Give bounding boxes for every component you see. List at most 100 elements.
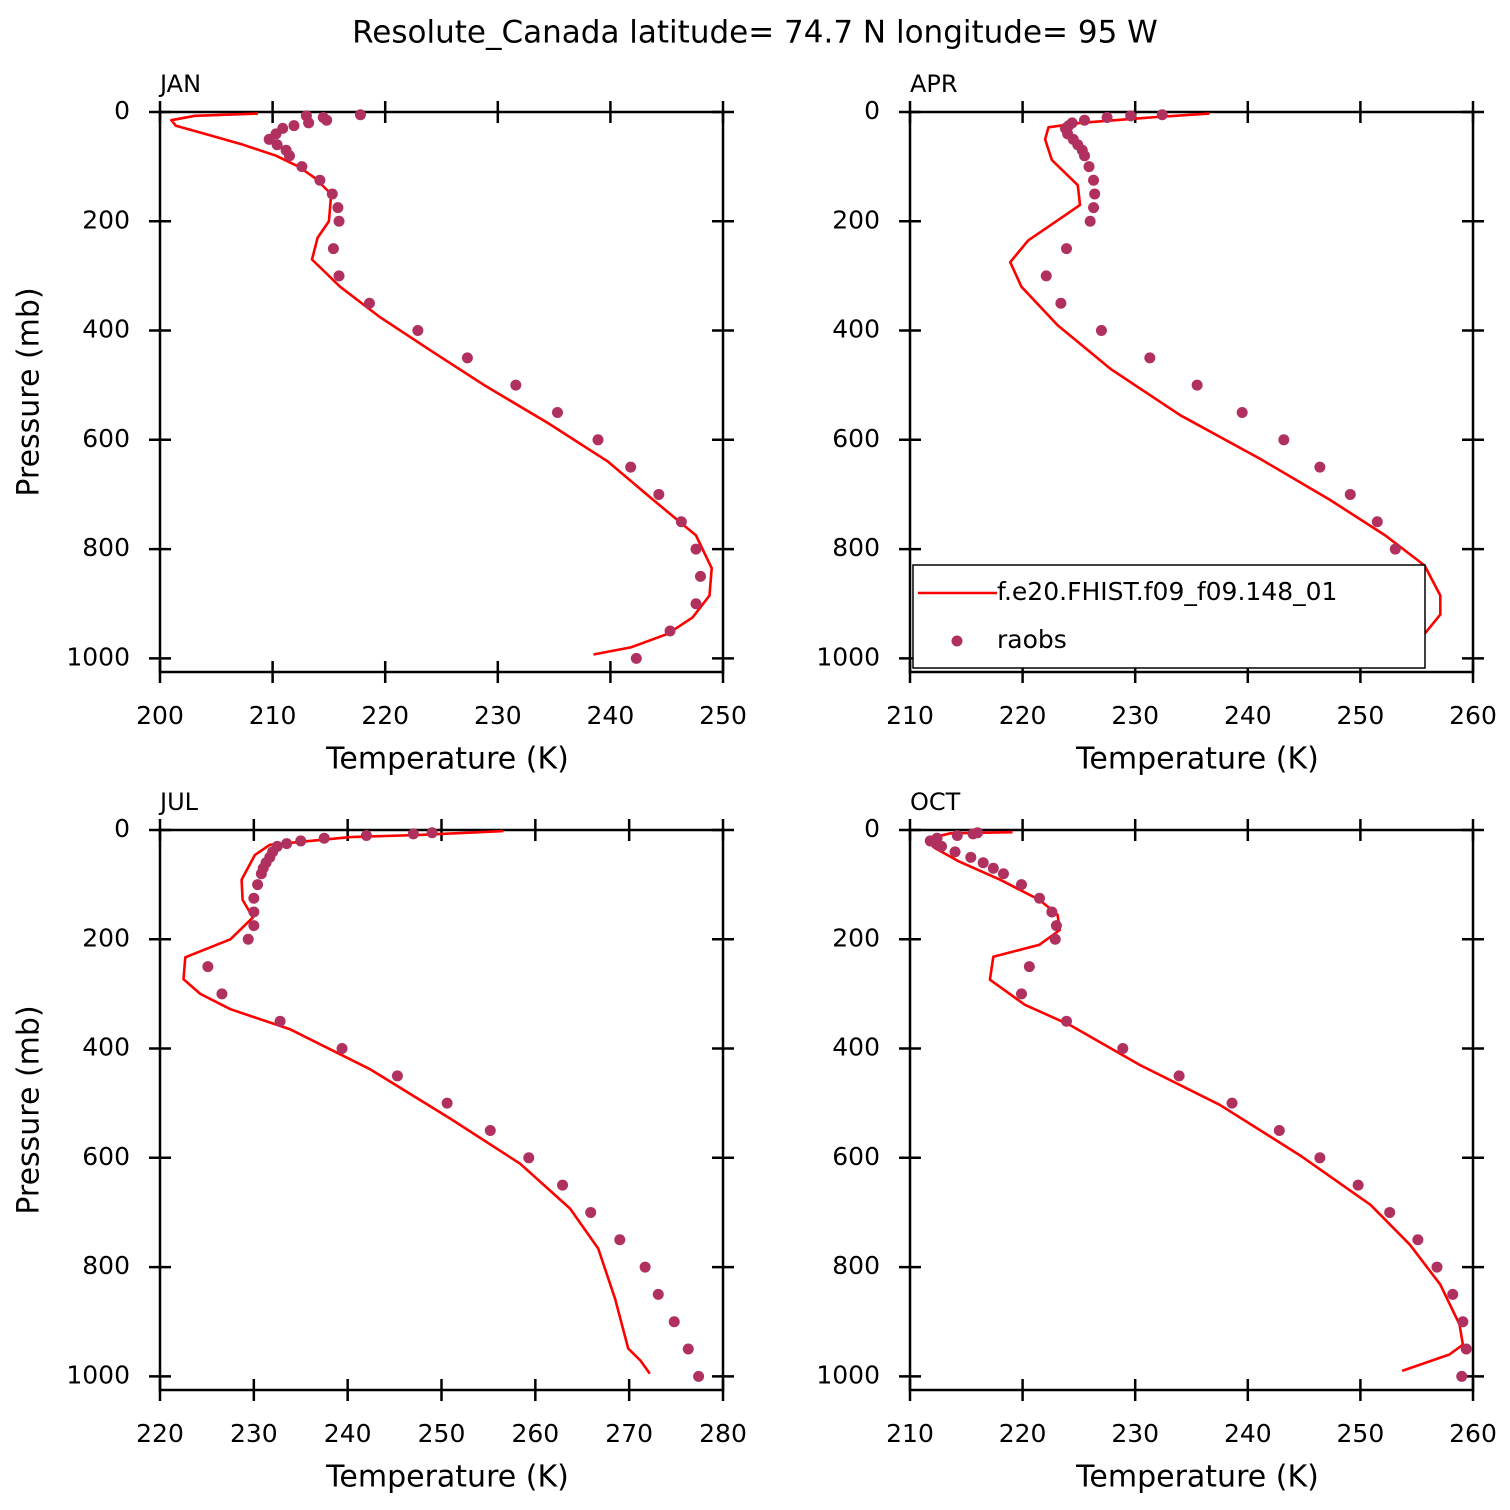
obs-point: [391, 1070, 403, 1082]
obs-point: [426, 827, 438, 839]
obs-point: [1040, 270, 1052, 282]
x-tick-label: 240: [1224, 1419, 1272, 1448]
profile-line: [170, 112, 713, 656]
obs-point: [333, 270, 345, 282]
y-tick-label: 0: [864, 96, 880, 125]
y-tick-label: 1000: [66, 1360, 130, 1389]
obs-point: [625, 461, 637, 473]
obs-point: [295, 835, 307, 847]
obs-point: [1095, 325, 1107, 337]
x-tick-label: 210: [249, 701, 297, 730]
obs-point: [363, 297, 375, 309]
obs-point: [551, 406, 563, 418]
obs-point: [1033, 892, 1045, 904]
y-tick-label: 1000: [816, 1360, 880, 1389]
obs-point: [1046, 906, 1058, 918]
obs-point: [274, 1015, 286, 1027]
obs-point: [318, 832, 330, 844]
obs-point: [283, 150, 295, 162]
obs-point: [216, 988, 228, 1000]
obs-point: [682, 1343, 694, 1355]
obs-point: [1079, 150, 1091, 162]
x-tick-label: 240: [1224, 701, 1272, 730]
obs-point: [1314, 461, 1326, 473]
obs-point: [592, 434, 604, 446]
obs-point: [1023, 961, 1035, 973]
legend-label: f.e20.FHIST.f09_f09.148_01: [997, 577, 1337, 606]
obs-point: [1431, 1261, 1443, 1273]
x-tick-label: 200: [136, 701, 184, 730]
obs-point: [314, 174, 326, 186]
x-tick-label: 250: [1337, 1419, 1385, 1448]
obs-point: [1015, 988, 1027, 1000]
obs-point: [664, 625, 676, 637]
x-tick-label: 210: [886, 701, 934, 730]
obs-point: [1050, 920, 1062, 932]
profile-line: [182, 829, 651, 1375]
profile-line: [929, 830, 1465, 1373]
obs-point: [484, 1124, 496, 1136]
x-tick-label: 250: [1337, 701, 1385, 730]
x-axis-label: Temperature (K): [1075, 1460, 1319, 1495]
obs-point: [1061, 243, 1073, 255]
obs-point: [332, 202, 344, 214]
obs-point: [1412, 1234, 1424, 1246]
y-tick-label: 600: [832, 424, 880, 453]
obs-point: [242, 933, 254, 945]
obs-point: [333, 215, 345, 227]
obs-point: [690, 543, 702, 555]
y-tick-label: 400: [832, 315, 880, 344]
obs-point: [614, 1234, 626, 1246]
obs-point: [523, 1152, 535, 1164]
obs-point: [510, 379, 522, 391]
obs-point: [407, 828, 419, 840]
y-tick-label: 400: [82, 1033, 130, 1062]
x-tick-label: 250: [418, 1419, 466, 1448]
x-axis-label: Temperature (K): [1075, 742, 1319, 777]
obs-point: [668, 1316, 680, 1328]
legend-box: [912, 564, 1426, 669]
obs-point: [690, 598, 702, 610]
panel: OCT 210 220 230 240 250 260 0 200 400 600 800 1000 Te…: [816, 788, 1496, 1495]
obs-point: [1460, 1343, 1472, 1355]
obs-point: [248, 906, 260, 918]
obs-point: [1456, 1370, 1468, 1382]
y-tick-label: 600: [82, 1142, 130, 1171]
obs-point: [248, 920, 260, 932]
plot-frame: [158, 110, 725, 674]
y-tick-label: 1000: [66, 642, 130, 671]
y-tick-label: 600: [82, 424, 130, 453]
x-axis-label: Temperature (K): [325, 1460, 569, 1495]
plot-frame: [908, 828, 1475, 1392]
y-tick-label: 400: [82, 315, 130, 344]
x-tick-label: 260: [1449, 701, 1497, 730]
obs-point: [1117, 1043, 1129, 1055]
obs-point: [1273, 1124, 1285, 1136]
obs-point: [1049, 933, 1061, 945]
y-tick-label: 1000: [816, 642, 880, 671]
x-tick-label: 220: [999, 701, 1047, 730]
obs-point: [1088, 202, 1100, 214]
obs-point: [951, 829, 963, 841]
panel: JUL 220 230 240 250 260 270 280 0 200 400 600 800 100…: [12, 788, 747, 1495]
y-tick-label: 200: [82, 923, 130, 952]
x-tick-label: 280: [699, 1419, 747, 1448]
obs-point: [354, 109, 366, 121]
obs-point: [693, 1370, 705, 1382]
obs-point: [1457, 1316, 1469, 1328]
obs-point: [675, 516, 687, 528]
x-axis-label: Temperature (K): [325, 742, 569, 777]
obs-point: [441, 1097, 453, 1109]
x-tick-label: 260: [511, 1419, 559, 1448]
obs-point: [997, 868, 1009, 880]
obs-point: [303, 117, 315, 129]
obs-point: [1083, 161, 1095, 173]
obs-point: [202, 961, 214, 973]
obs-point: [987, 862, 999, 874]
obs-point: [461, 352, 473, 364]
obs-point: [1191, 379, 1203, 391]
obs-point: [271, 139, 283, 151]
obs-point: [1156, 109, 1168, 121]
obs-point: [248, 892, 260, 904]
